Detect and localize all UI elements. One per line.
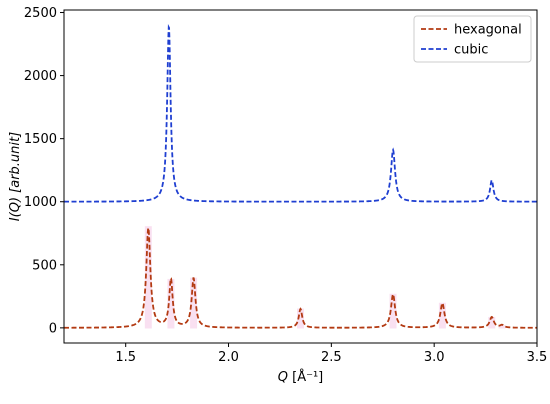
legend-label-cubic: cubic bbox=[454, 43, 488, 58]
y-axis-label: I(Q) [arb.unit] bbox=[8, 132, 23, 221]
peak-highlight bbox=[144, 226, 152, 329]
series-lines bbox=[64, 23, 537, 329]
x-tick-label: 2.5 bbox=[321, 350, 342, 365]
y-tick-label: 0 bbox=[49, 321, 57, 336]
x-tick-label: 3.0 bbox=[424, 350, 445, 365]
peak-highlight bbox=[389, 293, 397, 329]
y-tick-label: 2500 bbox=[24, 6, 57, 21]
y-tick-label: 1000 bbox=[24, 195, 57, 210]
x-tick-label: 1.5 bbox=[115, 350, 136, 365]
x-tick-label: 2.0 bbox=[218, 350, 239, 365]
y-axis-ticks: 0 500 1000 1500 2000 2500 bbox=[24, 6, 64, 336]
legend-label-hexagonal: hexagonal bbox=[454, 23, 522, 38]
series-line-cubic bbox=[64, 23, 537, 203]
plot-frame bbox=[63, 9, 538, 344]
x-axis-ticks: 1.5 2.0 2.5 3.0 3.5 bbox=[115, 343, 547, 365]
y-tick-label: 1500 bbox=[24, 132, 57, 147]
y-tick-label: 2000 bbox=[24, 69, 57, 84]
peak-highlight bbox=[498, 325, 506, 329]
legend-box bbox=[413, 15, 532, 63]
peak-highlight bbox=[488, 316, 496, 329]
peak-highlight bbox=[438, 302, 446, 329]
peak-highlight bbox=[190, 277, 198, 329]
legend: hexagonal cubic bbox=[413, 15, 532, 63]
x-tick-label: 3.5 bbox=[527, 350, 548, 365]
peak-highlight bbox=[167, 278, 175, 329]
x-axis-label: Q [Å⁻¹] bbox=[278, 369, 323, 385]
y-tick-label: 500 bbox=[32, 258, 57, 273]
highlight-bands bbox=[144, 226, 506, 329]
peak-highlight bbox=[297, 308, 304, 329]
series-line-hexagonal bbox=[64, 226, 537, 329]
